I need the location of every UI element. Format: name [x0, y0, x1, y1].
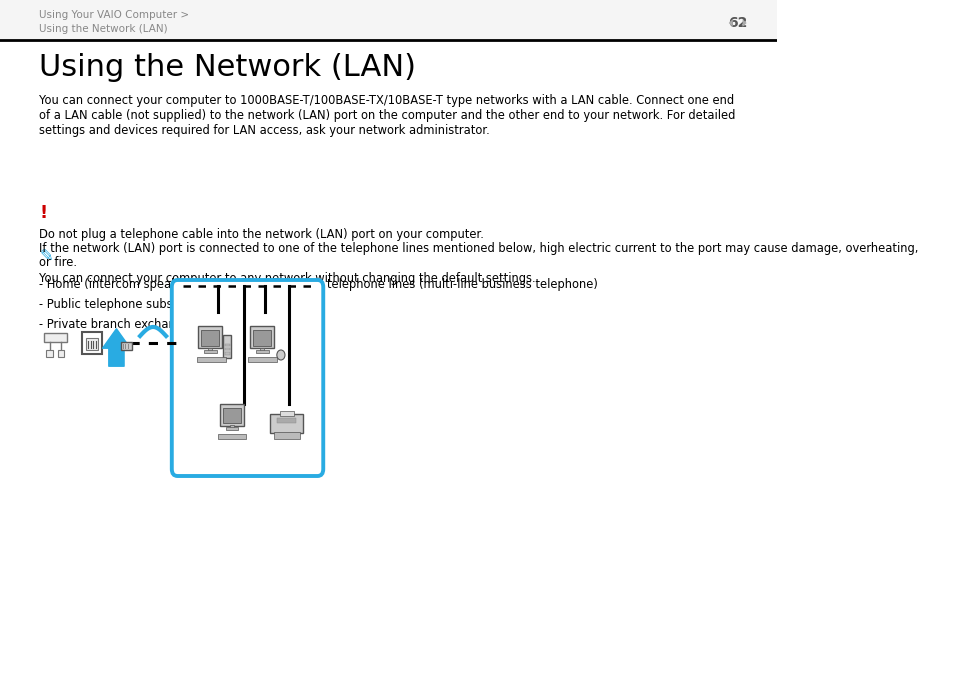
Circle shape [276, 350, 285, 360]
FancyBboxPatch shape [230, 425, 233, 428]
Polygon shape [741, 19, 746, 27]
FancyBboxPatch shape [223, 335, 231, 358]
FancyBboxPatch shape [274, 432, 300, 439]
Text: 62: 62 [727, 16, 746, 30]
Text: You can connect your computer to 1000BASE-T/100BASE-TX/10BASE-T type networks wi: You can connect your computer to 1000BAS… [39, 94, 734, 107]
FancyBboxPatch shape [255, 350, 269, 353]
Polygon shape [728, 19, 732, 27]
FancyBboxPatch shape [260, 348, 264, 351]
FancyBboxPatch shape [224, 344, 230, 346]
FancyBboxPatch shape [197, 326, 222, 348]
Text: - Home (intercom speakerphone) or business-use telephone lines (multi-line busin: - Home (intercom speakerphone) or busine… [39, 278, 598, 291]
Text: Using the Network (LAN): Using the Network (LAN) [39, 53, 416, 82]
FancyBboxPatch shape [224, 348, 230, 350]
Text: of a LAN cable (not supplied) to the network (LAN) port on the computer and the : of a LAN cable (not supplied) to the net… [39, 109, 735, 122]
FancyBboxPatch shape [197, 357, 226, 362]
FancyBboxPatch shape [47, 350, 52, 357]
FancyBboxPatch shape [0, 0, 776, 40]
Text: You can connect your computer to any network without changing the default settin: You can connect your computer to any net… [39, 272, 536, 285]
FancyBboxPatch shape [279, 410, 294, 416]
FancyBboxPatch shape [203, 350, 216, 353]
FancyBboxPatch shape [208, 348, 212, 351]
FancyBboxPatch shape [226, 427, 238, 430]
FancyBboxPatch shape [44, 333, 67, 342]
Text: ✎: ✎ [39, 247, 53, 265]
Text: If the network (LAN) port is connected to one of the telephone lines mentioned b: If the network (LAN) port is connected t… [39, 242, 918, 255]
FancyBboxPatch shape [224, 353, 230, 355]
FancyBboxPatch shape [200, 330, 219, 346]
Text: !: ! [39, 204, 47, 222]
FancyBboxPatch shape [270, 414, 303, 433]
Text: Using the Network (LAN): Using the Network (LAN) [39, 24, 168, 34]
Text: - Private branch exchange (PBX): - Private branch exchange (PBX) [39, 318, 226, 331]
FancyBboxPatch shape [248, 357, 276, 362]
Text: - Public telephone subscriber line: - Public telephone subscriber line [39, 298, 231, 311]
FancyBboxPatch shape [276, 419, 296, 423]
FancyBboxPatch shape [253, 330, 272, 346]
FancyBboxPatch shape [218, 434, 246, 439]
FancyBboxPatch shape [82, 332, 102, 354]
Text: or fire.: or fire. [39, 256, 77, 269]
FancyBboxPatch shape [172, 280, 323, 476]
Text: Do not plug a telephone cable into the network (LAN) port on your computer.: Do not plug a telephone cable into the n… [39, 228, 483, 241]
FancyBboxPatch shape [220, 404, 244, 425]
FancyBboxPatch shape [250, 326, 274, 348]
FancyBboxPatch shape [223, 408, 241, 423]
Text: settings and devices required for LAN access, ask your network administrator.: settings and devices required for LAN ac… [39, 124, 489, 137]
FancyBboxPatch shape [86, 338, 97, 350]
FancyBboxPatch shape [58, 350, 64, 357]
FancyArrowPatch shape [102, 329, 131, 366]
FancyBboxPatch shape [121, 342, 132, 350]
Text: Using Your VAIO Computer >: Using Your VAIO Computer > [39, 10, 189, 20]
